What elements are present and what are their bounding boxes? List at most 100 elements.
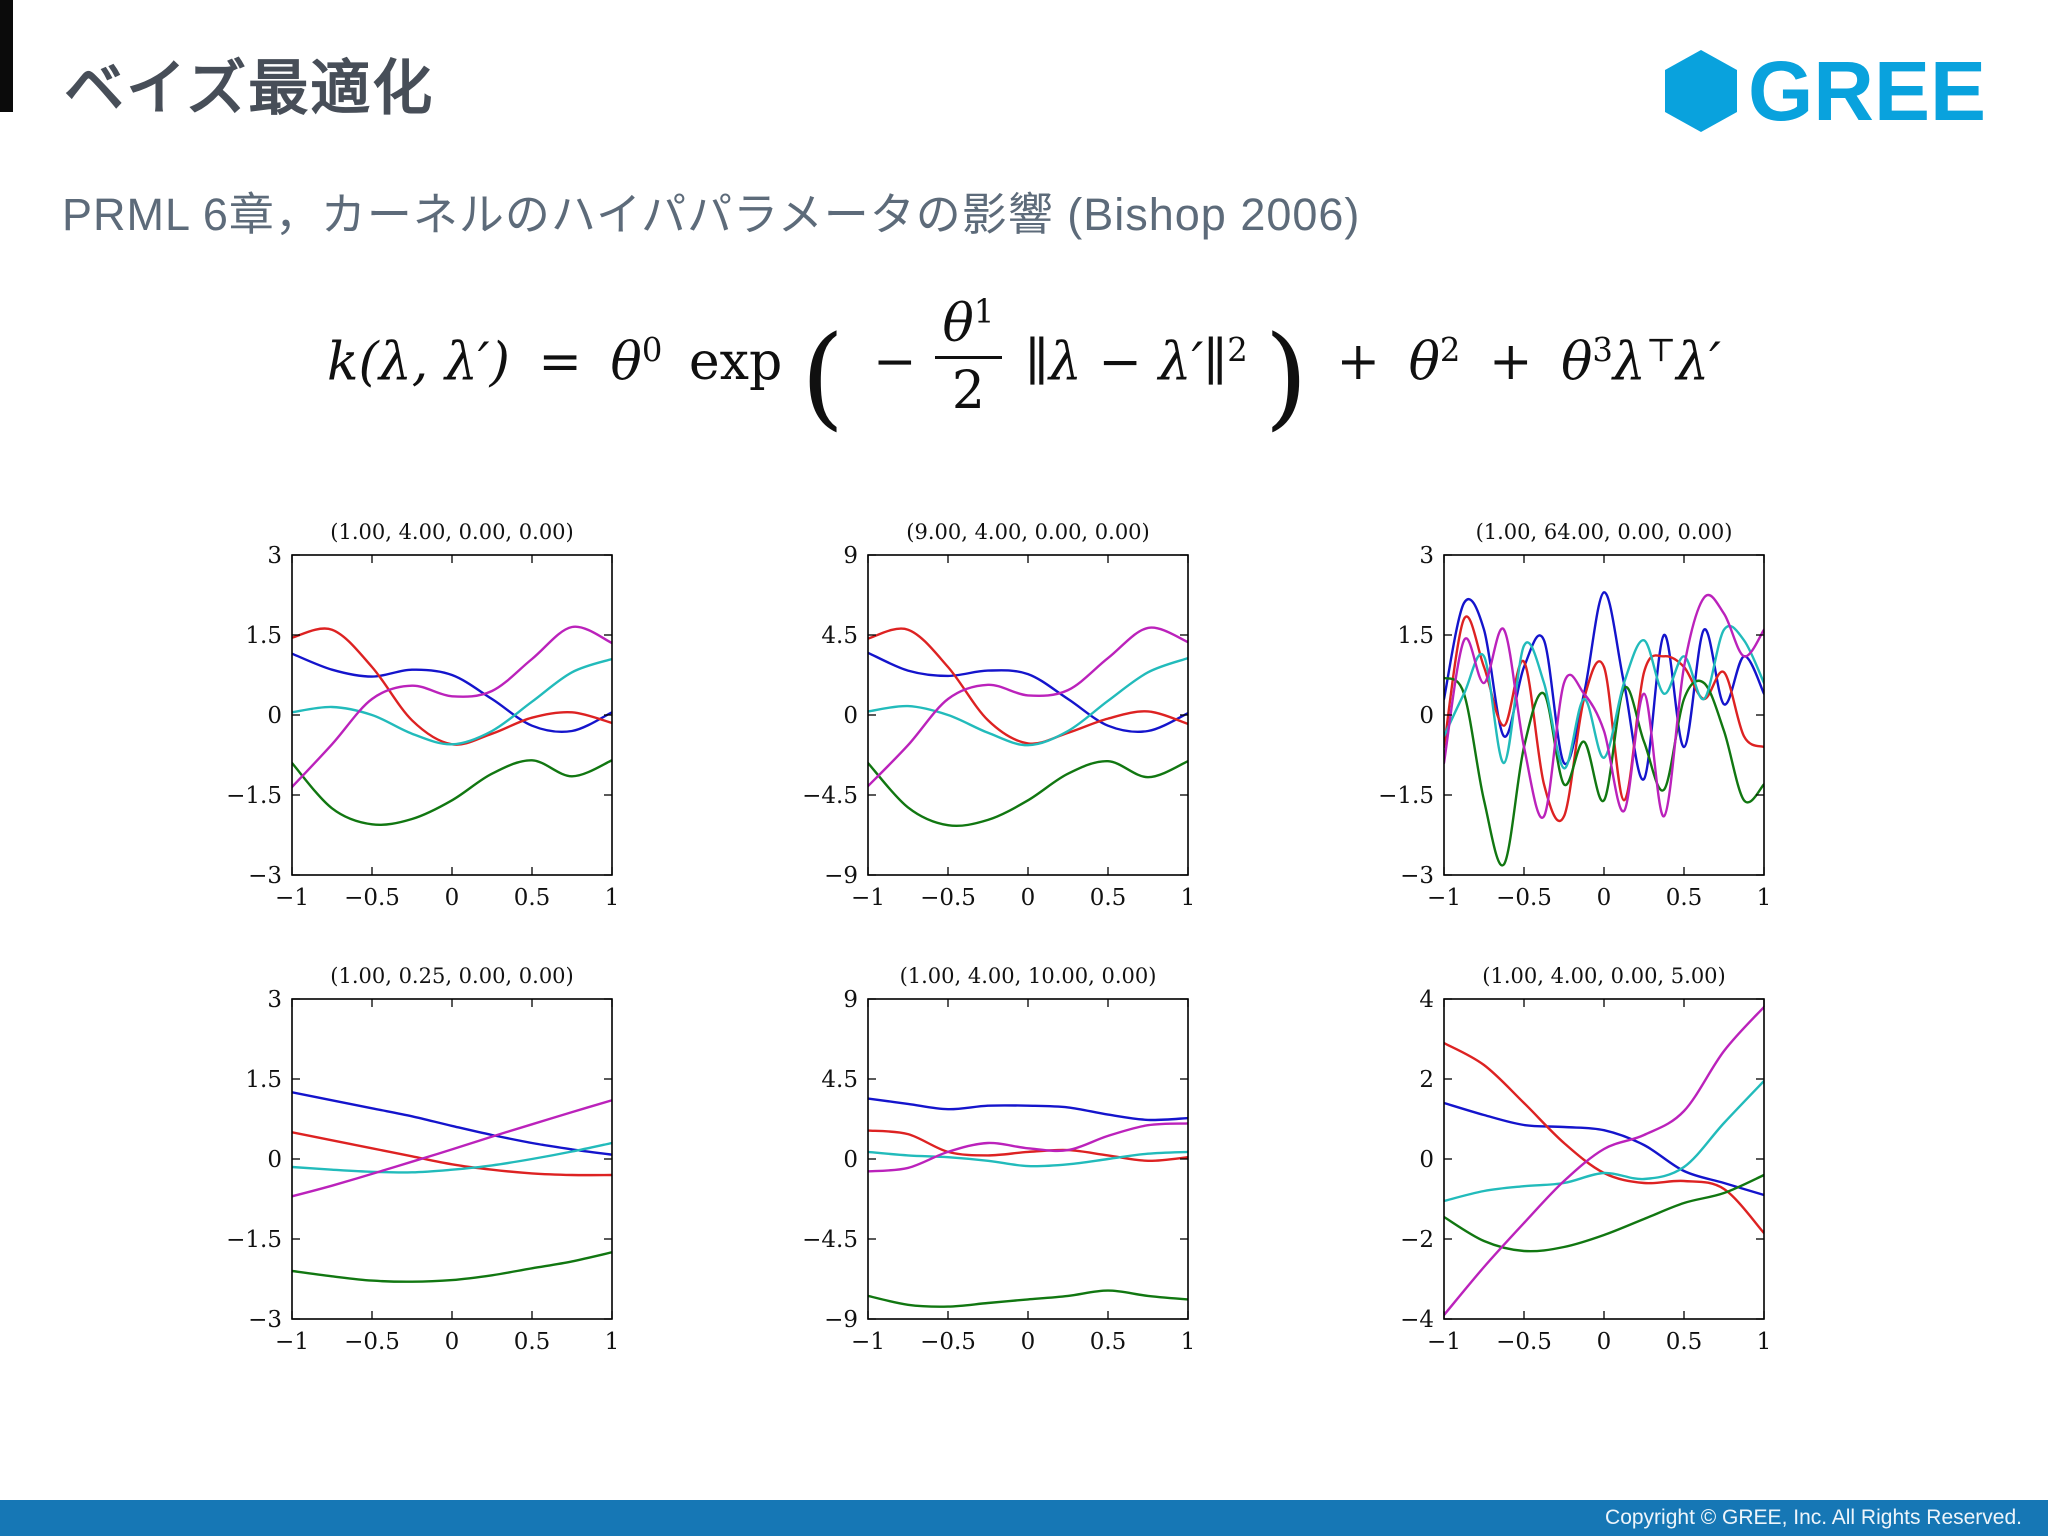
subplot-3: (1.00, 64.00, 0.00, 0.00) −1 −0.5 0 0.5 1 3 1.5… — [1374, 515, 1786, 917]
subplot-2: (9.00, 4.00, 0.00, 0.00) −1 −0.5 0 0.5 1 9 4.5 0… — [798, 515, 1210, 917]
x-tick-label: −0.5 — [920, 1329, 976, 1355]
formula-transpose: ⊤ — [1645, 331, 1677, 370]
subplot-5: (1.00, 4.00, 10.00, 0.00) −1 −0.5 0 0.5 1 9 4.5… — [798, 959, 1210, 1361]
x-tick-label: −0.5 — [1496, 1329, 1552, 1355]
y-tick-label: 4.5 — [821, 1067, 858, 1093]
curve-cyan — [1444, 1079, 1764, 1203]
plot-title: (1.00, 4.00, 10.00, 0.00) — [900, 964, 1157, 988]
formula-theta0: θ — [610, 332, 642, 393]
formula-theta2-exp: 2 — [1439, 331, 1461, 370]
curve-magenta — [292, 1099, 612, 1198]
x-tick-label: 0.5 — [1666, 885, 1703, 911]
formula-exp: exp — [688, 332, 783, 393]
x-tick-label: 0 — [1021, 885, 1036, 911]
charts-row-2: (1.00, 0.25, 0.00, 0.00) −1 −0.5 0 0.5 1 3 1.5 0… — [222, 959, 1786, 1361]
curves-group — [868, 1097, 1188, 1308]
curve-green — [1444, 1173, 1764, 1253]
y-tick-label: 1.5 — [1397, 623, 1434, 649]
curve-red — [292, 1131, 612, 1177]
plot-svg: (1.00, 0.25, 0.00, 0.00) −1 −0.5 0 0.5 1 3 1.5 0… — [226, 964, 620, 1355]
formula-lambda-prime: λ′ — [1676, 332, 1721, 393]
y-tick-label: 0 — [1419, 1147, 1434, 1173]
plot-box — [867, 554, 1189, 876]
x-tick-label: 0 — [1021, 1329, 1036, 1355]
curve-red — [868, 627, 1188, 745]
curve-blue — [1444, 591, 1764, 781]
curve-green — [868, 759, 1188, 828]
formula-equals: = — [538, 332, 582, 393]
y-tick-label: 0 — [1419, 703, 1434, 729]
x-tick-label: 1 — [1181, 1329, 1196, 1355]
formula-plus1: + — [1336, 332, 1381, 393]
x-tick-label: −0.5 — [1496, 885, 1552, 911]
formula-norm-exp: 2 — [1227, 331, 1248, 370]
curve-magenta — [292, 625, 612, 789]
formula-theta0-exp: 0 — [641, 331, 663, 370]
slide-subtitle: PRML 6章，カーネルのハイパパラメータの影響 (Bishop 2006) — [62, 189, 1361, 240]
y-tick-label: −3 — [248, 863, 282, 889]
x-tick-label: −1 — [851, 885, 885, 911]
screen-edge-artifact — [0, 0, 13, 112]
x-tick-label: 0 — [445, 1329, 460, 1355]
formula-theta3: θ — [1561, 332, 1593, 393]
plot-svg: (1.00, 4.00, 0.00, 5.00) −1 −0.5 0 0.5 1 4 2 0 −2… — [1400, 964, 1772, 1355]
formula-plus2: + — [1488, 332, 1533, 393]
curve-blue — [868, 1097, 1188, 1122]
curve-magenta — [868, 1122, 1188, 1173]
curve-red — [868, 1129, 1188, 1163]
y-tick-label: 9 — [843, 543, 858, 569]
x-tick-label: −1 — [275, 1329, 309, 1355]
x-tick-label: 0 — [1597, 1329, 1612, 1355]
y-tick-label: 1.5 — [245, 623, 282, 649]
x-tick-label: 0.5 — [1090, 885, 1127, 911]
y-tick-label: −2 — [1400, 1227, 1434, 1253]
y-tick-label: −9 — [824, 863, 858, 889]
y-tick-label: 3 — [267, 543, 282, 569]
y-tick-label: −1.5 — [226, 1227, 282, 1253]
y-tick-label: 3 — [1419, 543, 1434, 569]
curve-magenta — [1444, 1005, 1764, 1317]
formula-lambda: λ — [1612, 332, 1646, 393]
plot-svg: (1.00, 64.00, 0.00, 0.00) −1 −0.5 0 0.5 1 3 1.5… — [1378, 520, 1771, 911]
curve-magenta — [868, 626, 1188, 788]
plot-svg: (1.00, 4.00, 10.00, 0.00) −1 −0.5 0 0.5 1 9 4.5… — [802, 964, 1196, 1355]
plot-title: (1.00, 4.00, 0.00, 5.00) — [1482, 964, 1725, 988]
y-tick-label: −3 — [1400, 863, 1434, 889]
formula-close-paren: ) — [1264, 312, 1308, 443]
y-tick-label: 4 — [1419, 987, 1434, 1013]
curves-group — [1444, 591, 1764, 867]
curve-red — [292, 627, 612, 746]
y-tick-label: 3 — [267, 987, 282, 1013]
plot-title: (1.00, 64.00, 0.00, 0.00) — [1476, 520, 1733, 544]
plot-svg: (1.00, 4.00, 0.00, 0.00) −1 −0.5 0 0.5 1 3 1.5 0… — [226, 520, 619, 911]
gree-logo: GREE — [1662, 48, 1986, 134]
curve-red — [1444, 615, 1764, 823]
y-tick-label: 0 — [843, 1147, 858, 1173]
y-tick-label: −1.5 — [1378, 783, 1434, 809]
curve-green — [292, 1251, 612, 1283]
gree-hexagon-icon — [1664, 50, 1737, 132]
x-tick-label: −0.5 — [344, 885, 400, 911]
x-tick-label: 1 — [605, 1329, 620, 1355]
gree-logo-text: GREE — [1747, 44, 1986, 138]
x-tick-label: 1 — [1757, 1329, 1772, 1355]
subplot-4: (1.00, 0.25, 0.00, 0.00) −1 −0.5 0 0.5 1 3 1.5 0… — [222, 959, 634, 1361]
x-tick-label: −1 — [851, 1329, 885, 1355]
x-tick-label: 0.5 — [514, 1329, 551, 1355]
x-tick-label: 0.5 — [1666, 1329, 1703, 1355]
kernel-formula: k(λ, λ′) = θ0 exp ( − θ1 2 ∥λ − λ′∥2 ) + θ… — [0, 296, 2048, 434]
curve-red — [1444, 1041, 1764, 1235]
curves-group — [868, 626, 1188, 828]
y-tick-label: −4 — [1400, 1307, 1434, 1333]
plot-title: (9.00, 4.00, 0.00, 0.00) — [906, 520, 1149, 544]
charts-row-1: (1.00, 4.00, 0.00, 0.00) −1 −0.5 0 0.5 1 3 1.5 0… — [222, 515, 1786, 917]
x-tick-label: 1 — [1181, 885, 1196, 911]
x-tick-label: 0.5 — [514, 885, 551, 911]
copyright-text: Copyright © GREE, Inc. All Rights Reserv… — [1605, 1506, 2022, 1529]
formula-open-paren: ( — [800, 312, 845, 443]
charts-grid: (1.00, 4.00, 0.00, 0.00) −1 −0.5 0 0.5 1 3 1.5 0… — [222, 515, 1786, 1361]
x-tick-label: −1 — [1427, 1329, 1461, 1355]
subplot-1: (1.00, 4.00, 0.00, 0.00) −1 −0.5 0 0.5 1 3 1.5 0… — [222, 515, 634, 917]
formula-norm: ∥λ − λ′∥ — [1024, 332, 1228, 393]
